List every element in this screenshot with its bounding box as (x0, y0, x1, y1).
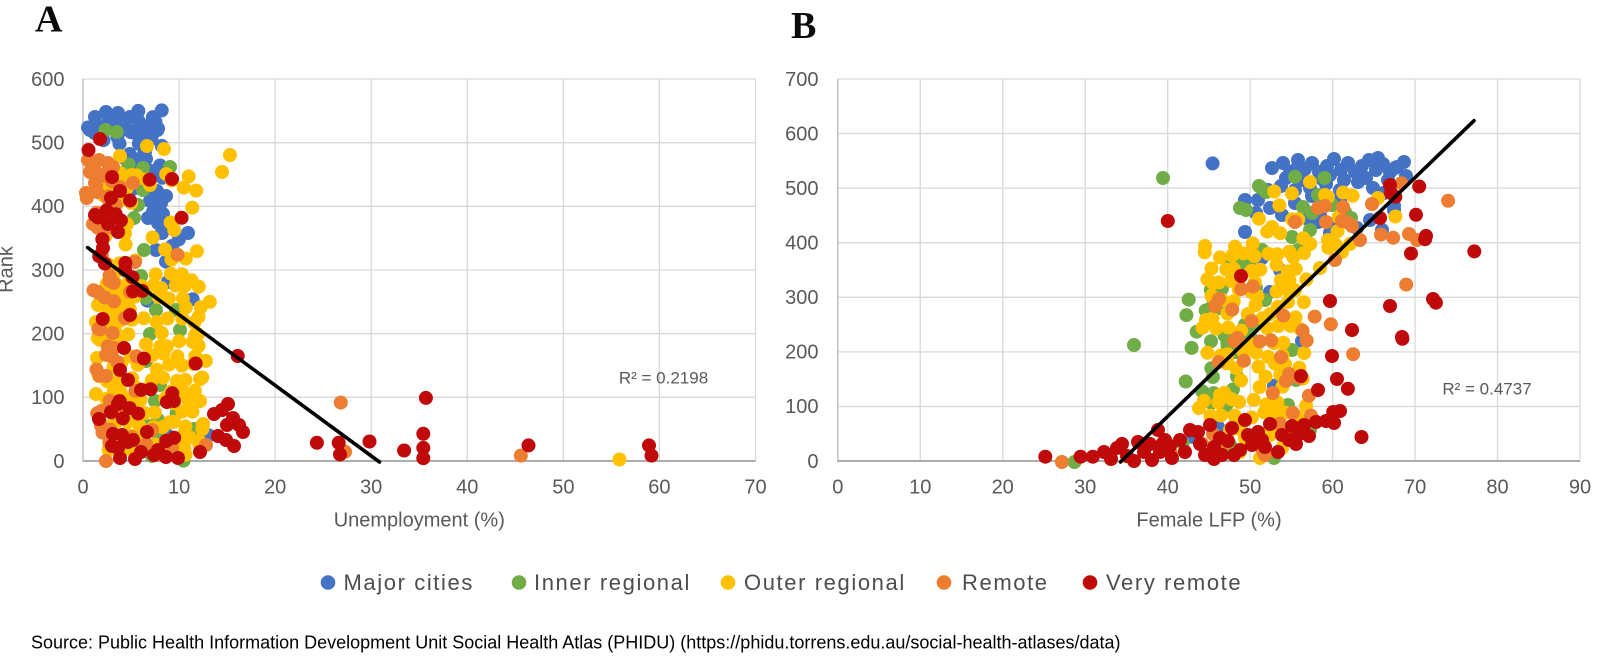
svg-text:400: 400 (785, 233, 818, 255)
svg-text:50: 50 (552, 477, 574, 499)
svg-text:B: B (791, 5, 816, 47)
svg-text:40: 40 (456, 477, 478, 499)
svg-text:70: 70 (1404, 477, 1426, 499)
svg-text:100: 100 (31, 387, 64, 409)
svg-text:10: 10 (168, 477, 190, 499)
svg-text:Inner regional: Inner regional (534, 570, 691, 595)
svg-text:60: 60 (1321, 477, 1343, 499)
svg-text:A: A (35, 0, 63, 41)
svg-text:40: 40 (1157, 477, 1179, 499)
svg-text:20: 20 (992, 477, 1014, 499)
svg-text:Source: Public Health Informat: Source: Public Health Information Develo… (31, 633, 1121, 653)
svg-text:200: 200 (785, 342, 818, 364)
svg-text:500: 500 (785, 178, 818, 200)
svg-text:0: 0 (53, 451, 64, 473)
svg-text:Major cities: Major cities (344, 570, 474, 595)
svg-text:300: 300 (31, 260, 64, 282)
svg-text:R² = 0.4737: R² = 0.4737 (1442, 380, 1531, 399)
svg-text:0: 0 (77, 477, 88, 499)
svg-text:80: 80 (1486, 477, 1508, 499)
svg-text:0: 0 (807, 451, 818, 473)
svg-text:Female LFP (%): Female LFP (%) (1136, 510, 1281, 532)
svg-text:300: 300 (785, 287, 818, 309)
svg-text:60: 60 (648, 477, 670, 499)
svg-text:500: 500 (31, 133, 64, 155)
svg-text:0: 0 (832, 477, 843, 499)
svg-text:70: 70 (744, 477, 766, 499)
svg-text:Unemployment (%): Unemployment (%) (334, 510, 505, 532)
svg-text:Very remote: Very remote (1106, 570, 1242, 595)
svg-text:30: 30 (360, 477, 382, 499)
svg-text:100: 100 (785, 396, 818, 418)
svg-text:600: 600 (31, 69, 64, 91)
svg-text:Outer regional: Outer regional (744, 570, 906, 595)
svg-text:Remote: Remote (962, 570, 1049, 595)
svg-text:20: 20 (264, 477, 286, 499)
svg-text:30: 30 (1074, 477, 1096, 499)
svg-text:600: 600 (785, 123, 818, 145)
svg-text:10: 10 (909, 477, 931, 499)
svg-text:200: 200 (31, 324, 64, 346)
svg-text:400: 400 (31, 196, 64, 218)
svg-text:90: 90 (1569, 477, 1591, 499)
svg-text:50: 50 (1239, 477, 1261, 499)
svg-text:700: 700 (785, 69, 818, 91)
svg-text:Rank: Rank (0, 245, 18, 293)
svg-text:R² = 0.2198: R² = 0.2198 (619, 369, 708, 388)
